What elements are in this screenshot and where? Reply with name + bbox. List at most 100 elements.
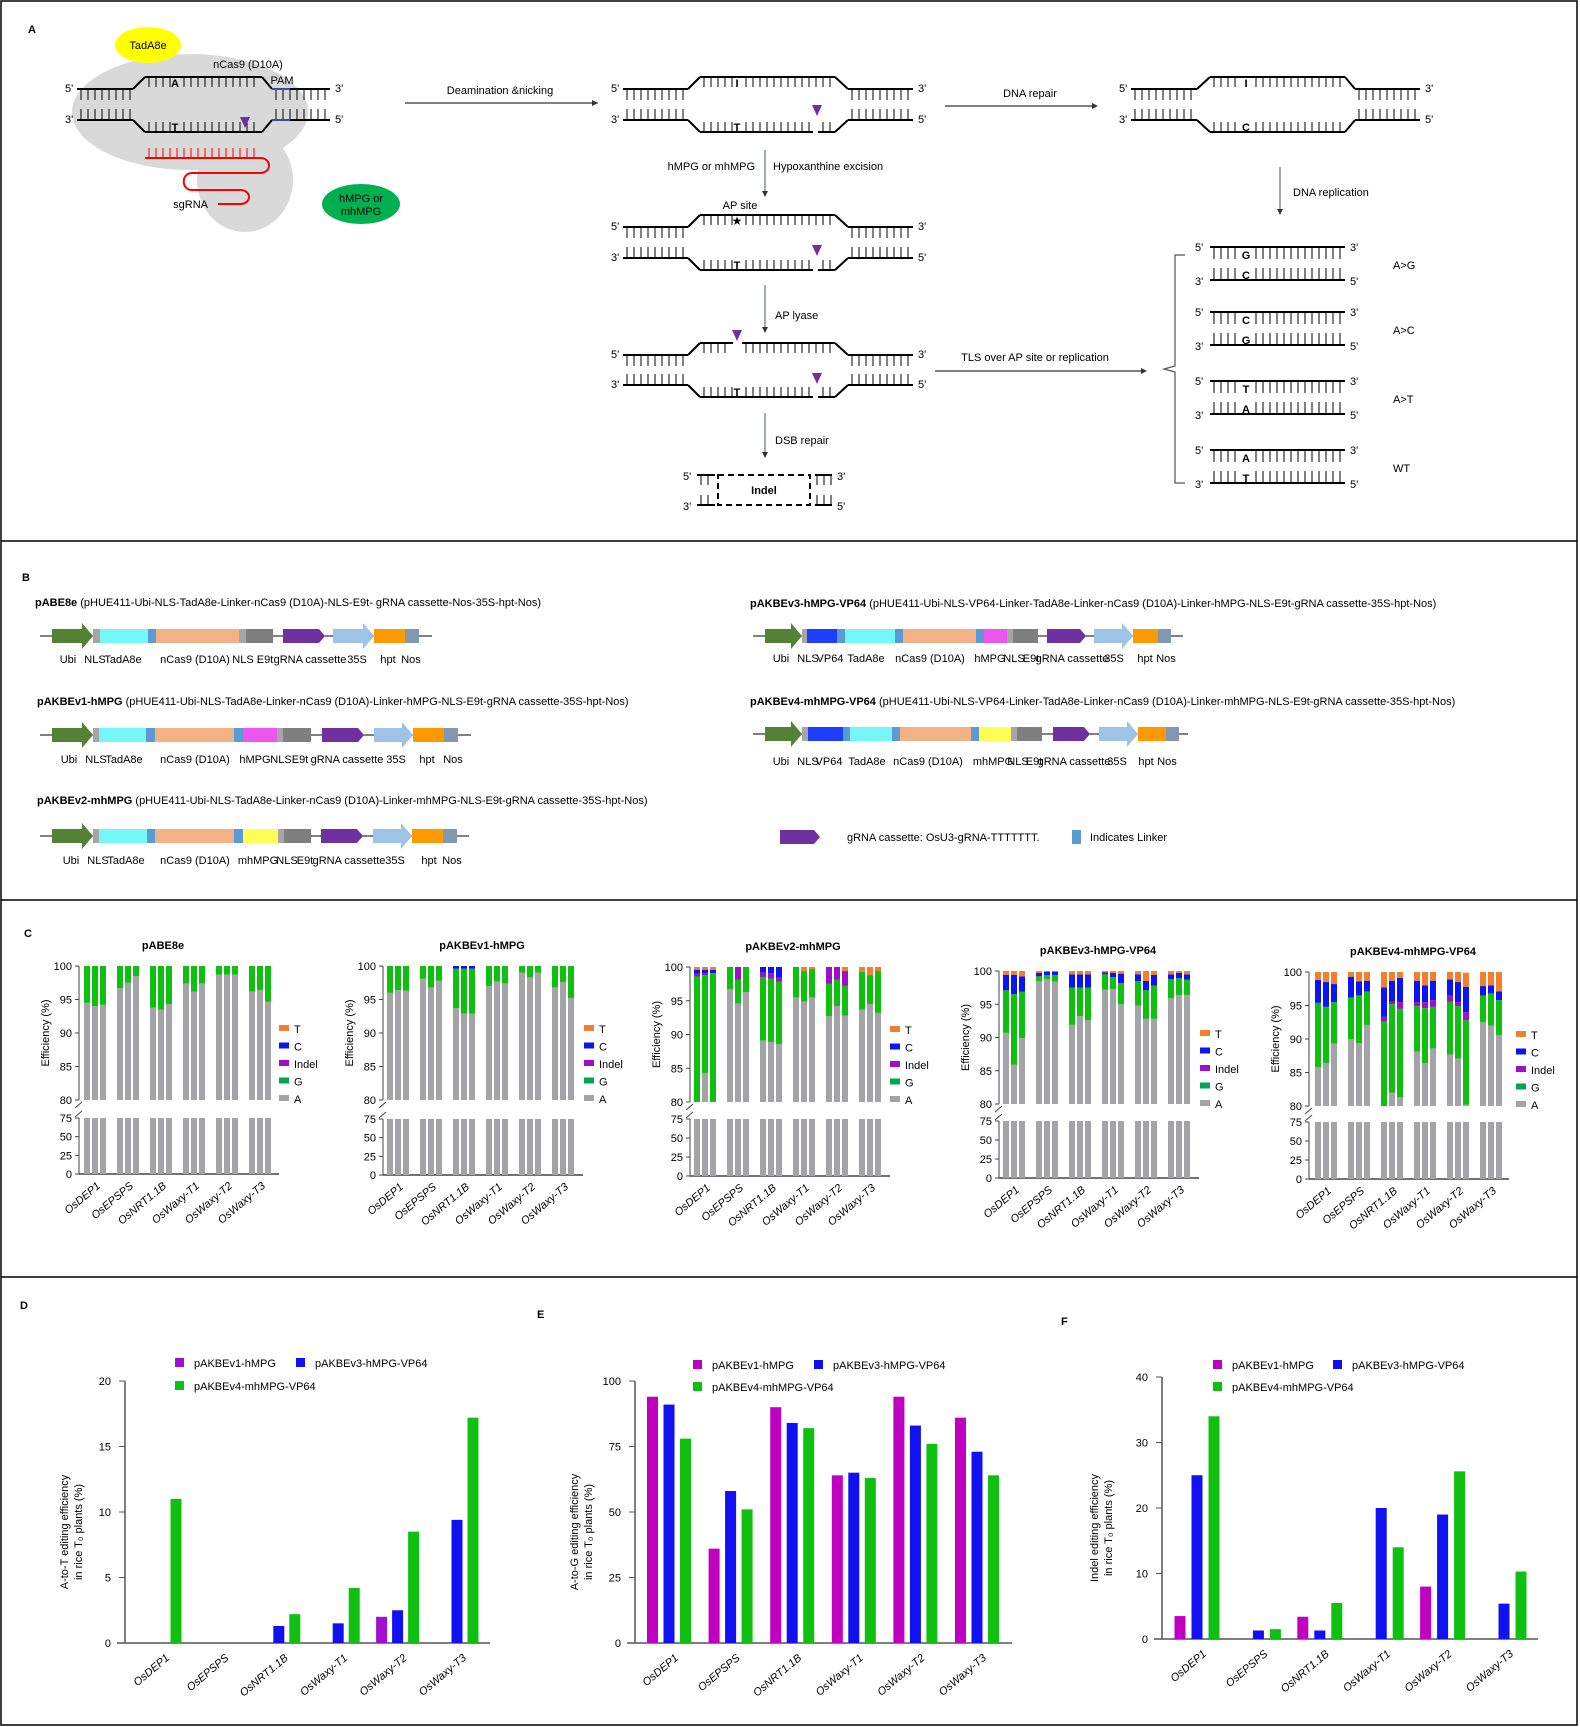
five-prime-label: 5' xyxy=(65,83,73,95)
bar-segment-G xyxy=(183,966,189,984)
three-prime-label: 3' xyxy=(1195,410,1203,422)
bar-segment-G xyxy=(1036,976,1042,981)
bar-segment-A xyxy=(158,1009,164,1100)
bar-pAKBEv4-mhMPG-VP64 xyxy=(1269,1629,1281,1639)
bar-segment-G xyxy=(1430,1006,1436,1049)
linker-segment xyxy=(147,829,155,843)
tada8e-segment xyxy=(99,728,146,742)
bar-segment-C xyxy=(1135,974,1141,981)
bar-segment-A xyxy=(1135,1005,1141,1104)
bar-segment-Indel xyxy=(1397,1002,1403,1009)
outcome-label: WT xyxy=(1393,463,1410,475)
bar-segment-A-lower xyxy=(1143,1121,1149,1178)
base-letter-top: T xyxy=(1243,384,1250,396)
legend-label: pAKBEv4-mhMPG-VP64 xyxy=(194,1381,316,1393)
dna-strand xyxy=(261,76,273,90)
legend-label: A xyxy=(905,1095,913,1107)
bar-segment-C xyxy=(1052,971,1058,975)
three-prime-label: 3' xyxy=(611,252,619,264)
bar-pAKBEv4-mhMPG-VP64 xyxy=(170,1498,182,1643)
nls-segment xyxy=(239,629,246,643)
part-label: 35S xyxy=(347,654,367,666)
part-label: Ubi xyxy=(60,654,77,666)
bar-segment-A xyxy=(1036,980,1042,1104)
five-prime-label: 5' xyxy=(611,83,619,95)
part-label: Ubi xyxy=(61,754,78,766)
y-tick-label: 20 xyxy=(1136,1503,1148,1515)
outcome-duplex: AT 5' 3' 3' 5' WT xyxy=(1195,445,1410,491)
part-label: NLS xyxy=(276,855,297,867)
y-tick-label: 80 xyxy=(60,1095,72,1107)
bar-segment-G xyxy=(133,966,139,977)
indel-box xyxy=(717,474,811,506)
part-label: 35S xyxy=(1104,653,1124,665)
axis-break-mark xyxy=(378,1101,387,1109)
bar-segment-A-lower xyxy=(150,1118,156,1174)
linker-segment xyxy=(895,629,903,643)
y-tick-label: 95 xyxy=(364,995,376,1007)
legend-label: G xyxy=(599,1077,608,1089)
bar-segment-T xyxy=(1381,972,1387,988)
bar-segment-G xyxy=(249,966,255,992)
bar-segment-T xyxy=(859,967,865,972)
bar-segment-A-lower xyxy=(1463,1122,1469,1179)
y-tick-label: 50 xyxy=(671,1133,683,1145)
dna-strand xyxy=(687,214,701,228)
step-label-tls: TLS over AP site or replication xyxy=(961,352,1109,364)
bar-segment-T xyxy=(801,967,807,972)
part-label: VP64 xyxy=(817,653,844,665)
bar-pAKBEv1-hMPG xyxy=(1420,1586,1432,1639)
bar-segment-C xyxy=(1011,974,1017,995)
five-prime-label: 5' xyxy=(918,379,926,391)
bar-segment-A-lower xyxy=(100,1118,106,1174)
ap-site-label: AP site xyxy=(723,200,758,212)
bar-pAKBEv3-hMPG-VP64 xyxy=(1375,1508,1387,1639)
ncas9-segment xyxy=(156,629,239,643)
bar-segment-A xyxy=(1077,1016,1083,1104)
bar-segment-G xyxy=(727,967,733,990)
arrowhead-icon xyxy=(1141,368,1147,374)
bar-segment-A-lower xyxy=(801,1119,807,1176)
bar-pAKBEv3-hMPG-VP64 xyxy=(909,1425,921,1643)
bar-segment-A-lower xyxy=(249,1118,255,1174)
bar-segment-G xyxy=(428,966,434,988)
bar-segment-A-lower xyxy=(92,1118,98,1174)
legend-swatch-Indel xyxy=(584,1060,594,1066)
legend-label: A xyxy=(1531,1100,1539,1112)
legend-label: pAKBEv3-hMPG-VP64 xyxy=(833,1360,946,1372)
bar-segment-A xyxy=(735,1003,741,1102)
bar-segment-G xyxy=(834,979,840,1007)
e9t-segment xyxy=(1017,727,1042,741)
arrowhead-icon xyxy=(1092,103,1098,109)
legend-swatch-Indel xyxy=(279,1060,289,1066)
bar-segment-A xyxy=(1118,1004,1124,1104)
bar-segment-Indel xyxy=(760,972,766,978)
legend-swatch-A xyxy=(890,1096,900,1102)
bar-segment-G xyxy=(1044,974,1050,979)
y-tick-label: 90 xyxy=(671,1030,683,1042)
bar-segment-T xyxy=(1184,971,1190,975)
y-tick-label: 50 xyxy=(609,1507,621,1519)
bar-segment-A-lower xyxy=(527,1119,533,1175)
bar-segment-Indel xyxy=(1447,995,1453,1002)
bar-pAKBEv3-hMPG-VP64 xyxy=(332,1623,344,1643)
bar-segment-C xyxy=(1381,987,1387,1017)
five-prime-label: 5' xyxy=(1350,276,1358,288)
part-label: mhMPG xyxy=(238,855,278,867)
y-tick-label: 75 xyxy=(364,1114,376,1126)
bar-segment-Indel xyxy=(768,973,774,979)
legend-label: pAKBEv3-hMPG-VP64 xyxy=(315,1358,428,1370)
bar-segment-C xyxy=(710,969,716,974)
bar-segment-A-lower xyxy=(1323,1122,1329,1179)
bar-segment-G xyxy=(1011,994,1017,1065)
bar-segment-A-lower xyxy=(224,1118,230,1174)
bar-segment-A xyxy=(1447,1054,1453,1106)
legend-grna-text: gRNA cassette: OsU3-gRNA-TTTTTTT. xyxy=(847,832,1040,844)
bar-pAKBEv3-hMPG-VP64 xyxy=(273,1625,285,1643)
bar-segment-G xyxy=(710,973,716,1102)
axis-break-mark xyxy=(685,1103,694,1111)
bar-segment-A xyxy=(801,1001,807,1102)
y-tick-label: 0 xyxy=(986,1173,992,1185)
legend-swatch-T xyxy=(1516,1031,1526,1037)
bar-segment-C xyxy=(1118,973,1124,983)
